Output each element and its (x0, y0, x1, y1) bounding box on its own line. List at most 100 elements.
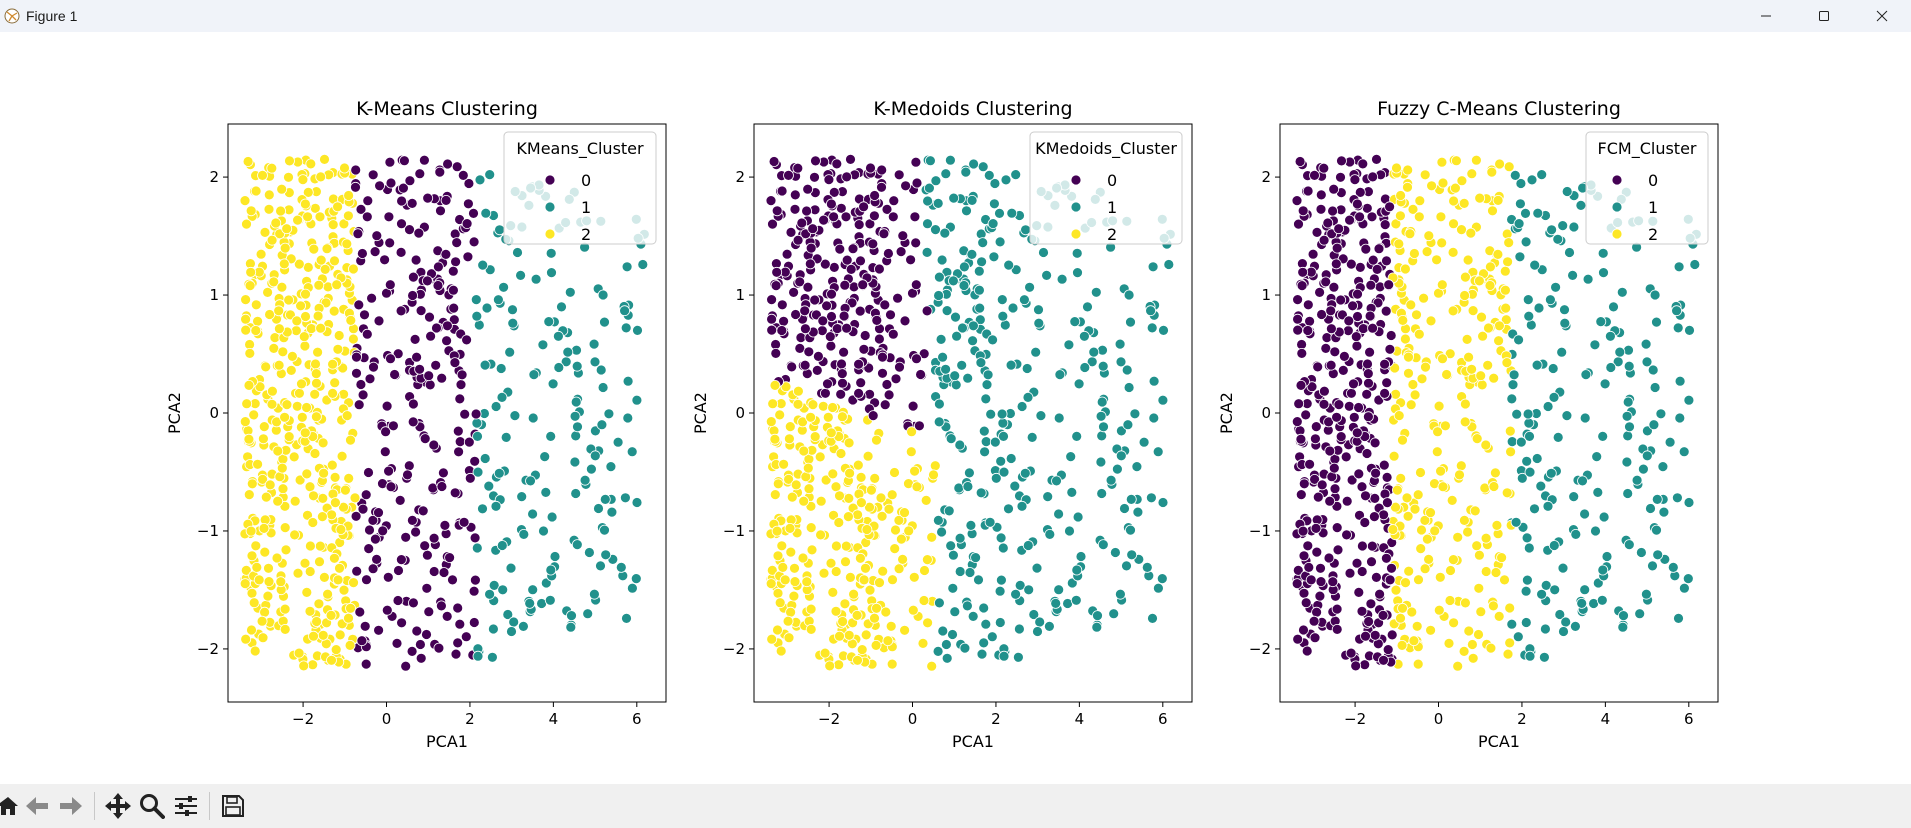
scatter-point-cluster-1 (1535, 480, 1547, 492)
scatter-point-cluster-1 (924, 182, 935, 194)
scatter-point-cluster-2 (239, 195, 251, 207)
scatter-point-cluster-2 (835, 448, 847, 459)
scatter-point-cluster-2 (250, 540, 262, 552)
scatter-point-cluster-0 (1363, 377, 1374, 389)
scatter-point-cluster-0 (879, 299, 891, 311)
scatter-point-cluster-1 (1509, 169, 1521, 181)
scatter-point-cluster-2 (244, 347, 256, 359)
scatter-point-cluster-2 (1451, 155, 1462, 167)
scatter-point-cluster-1 (1561, 410, 1573, 422)
scatter-point-cluster-2 (1459, 416, 1471, 428)
scatter-point-cluster-2 (258, 421, 270, 433)
scatter-point-cluster-1 (545, 564, 557, 576)
scatter-point-cluster-0 (410, 526, 422, 538)
scatter-point-cluster-2 (1419, 563, 1431, 575)
scatter-point-cluster-2 (240, 565, 252, 576)
scatter-point-cluster-2 (776, 540, 788, 552)
scatter-point-cluster-2 (329, 497, 341, 509)
configure-subplots-button[interactable] (169, 790, 203, 822)
scatter-point-cluster-1 (1158, 324, 1169, 336)
scatter-point-cluster-0 (1326, 323, 1337, 335)
scatter-point-cluster-1 (1092, 610, 1103, 621)
scatter-point-cluster-0 (1345, 258, 1357, 270)
scatter-point-cluster-1 (586, 463, 597, 475)
scatter-point-cluster-2 (251, 562, 263, 573)
scatter-point-cluster-0 (1364, 310, 1376, 322)
scatter-point-cluster-0 (1312, 361, 1324, 373)
scatter-point-cluster-0 (389, 369, 401, 380)
scatter-point-cluster-1 (1559, 304, 1570, 316)
scatter-point-cluster-2 (270, 217, 282, 229)
scatter-point-cluster-0 (1382, 497, 1393, 509)
scatter-point-cluster-1 (1096, 396, 1108, 408)
scatter-point-cluster-0 (428, 439, 440, 451)
scatter-point-cluster-0 (776, 185, 788, 197)
save-button[interactable] (216, 790, 250, 822)
home-button[interactable] (0, 790, 20, 822)
scatter-point-cluster-1 (1591, 451, 1603, 463)
scatter-point-cluster-1 (970, 552, 981, 563)
scatter-point-cluster-1 (1051, 475, 1062, 487)
scatter-point-cluster-2 (815, 529, 826, 541)
scatter-point-cluster-1 (1119, 503, 1130, 514)
scatter-point-cluster-0 (887, 211, 899, 223)
scatter-point-cluster-1 (940, 168, 952, 180)
scatter-point-cluster-0 (356, 635, 368, 647)
scatter-point-cluster-0 (382, 571, 394, 583)
scatter-point-cluster-1 (571, 539, 583, 550)
pan-button[interactable] (101, 790, 135, 822)
scatter-point-cluster-1 (1125, 493, 1137, 505)
scatter-point-cluster-2 (1485, 261, 1496, 273)
scatter-point-cluster-0 (1322, 217, 1334, 229)
scatter-point-cluster-1 (954, 439, 966, 451)
maximize-button[interactable] (1795, 0, 1853, 32)
back-button[interactable] (20, 790, 54, 822)
minimize-button[interactable] (1737, 0, 1795, 32)
close-button[interactable] (1853, 0, 1911, 32)
scatter-point-cluster-1 (631, 497, 643, 508)
scatter-point-cluster-2 (825, 557, 837, 569)
scatter-point-cluster-2 (887, 574, 898, 586)
scatter-point-cluster-2 (1445, 565, 1456, 576)
scatter-point-cluster-1 (979, 446, 990, 458)
scatter-point-cluster-2 (825, 427, 837, 439)
legend-label: 0 (1648, 171, 1658, 190)
scatter-point-cluster-0 (828, 261, 840, 273)
scatter-point-cluster-2 (1423, 554, 1434, 565)
scatter-point-cluster-0 (1333, 399, 1345, 411)
scatter-point-cluster-1 (949, 606, 961, 618)
scatter-point-cluster-2 (1482, 359, 1494, 371)
scatter-point-cluster-2 (1488, 481, 1500, 492)
scatter-point-cluster-1 (1598, 267, 1609, 279)
scatter-point-cluster-0 (771, 266, 783, 278)
scatter-point-cluster-1 (1079, 330, 1090, 342)
scatter-point-cluster-2 (330, 644, 342, 655)
scatter-point-cluster-2 (318, 572, 330, 583)
scatter-point-cluster-1 (483, 480, 495, 492)
scatter-point-cluster-2 (893, 563, 905, 575)
figure-canvas[interactable]: −2 0 2 4 6 −2 −1 0 1 2 K-Means Clustering PCA1 PCA2 K… (0, 32, 1911, 784)
scatter-point-cluster-2 (1502, 256, 1513, 268)
scatter-point-cluster-2 (899, 507, 910, 518)
scatter-point-cluster-2 (1448, 195, 1459, 207)
scatter-point-cluster-1 (490, 500, 502, 512)
scatter-point-cluster-1 (472, 650, 484, 662)
zoom-button[interactable] (135, 790, 169, 822)
scatter-point-cluster-2 (240, 294, 252, 306)
scatter-point-cluster-0 (1297, 266, 1309, 278)
scatter-point-cluster-1 (1592, 577, 1604, 589)
scatter-point-cluster-2 (1433, 400, 1445, 412)
scatter-point-cluster-2 (1437, 353, 1448, 365)
scatter-point-cluster-1 (959, 642, 971, 654)
scatter-point-cluster-0 (1348, 378, 1359, 390)
scatter-point-cluster-0 (1366, 540, 1378, 552)
scatter-point-cluster-2 (767, 398, 779, 410)
forward-button[interactable] (54, 790, 88, 822)
scatter-point-cluster-2 (1426, 180, 1437, 192)
scatter-point-cluster-1 (1618, 610, 1629, 621)
scatter-point-cluster-1 (980, 393, 992, 405)
scatter-point-cluster-2 (1402, 164, 1414, 176)
scatter-point-cluster-2 (243, 379, 255, 391)
scatter-point-cluster-1 (1522, 294, 1534, 306)
scatter-point-cluster-2 (289, 495, 301, 507)
